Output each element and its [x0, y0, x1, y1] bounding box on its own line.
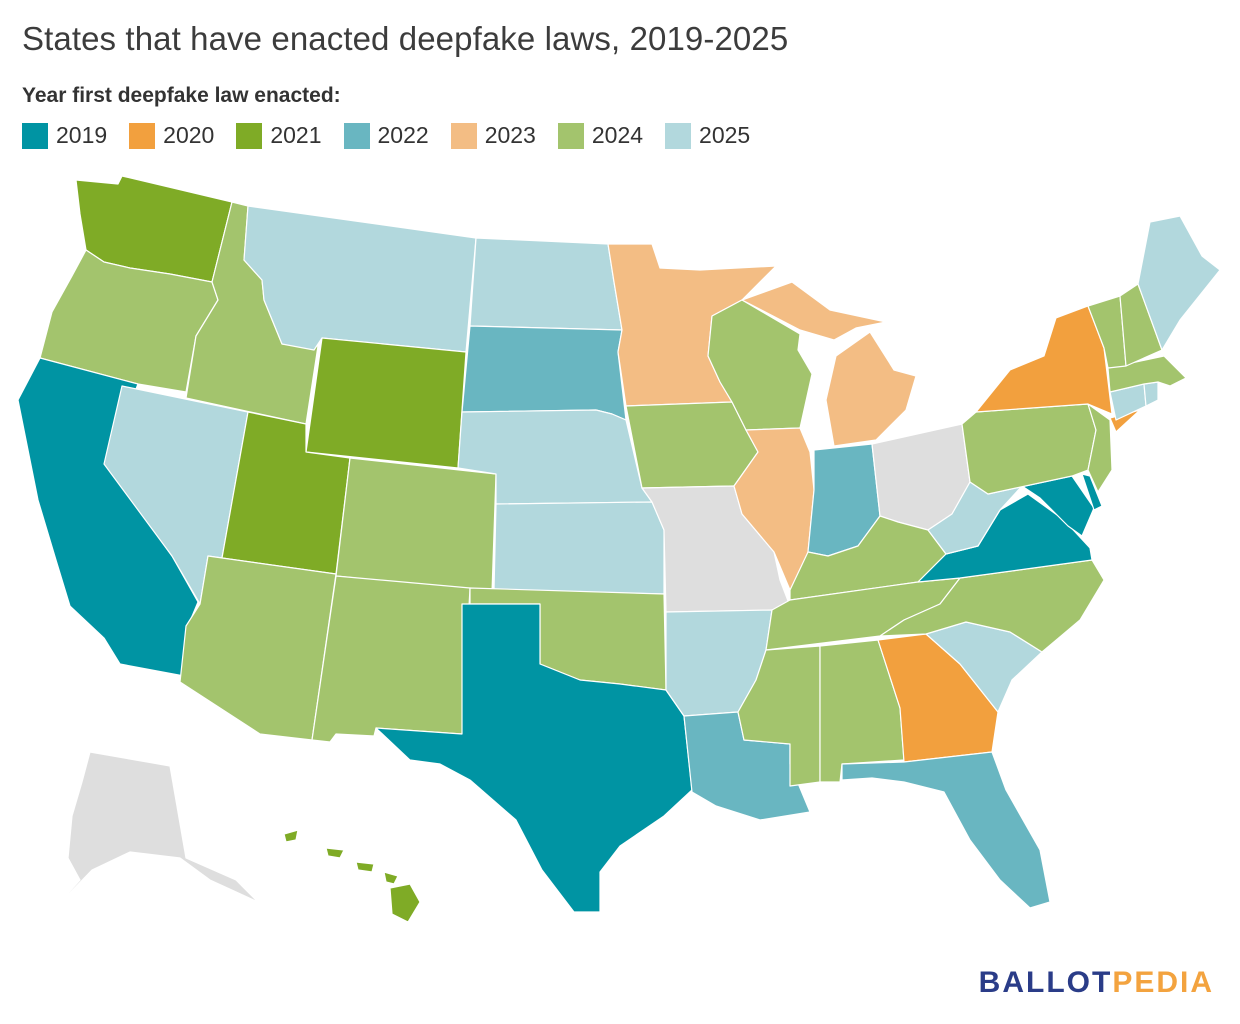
state-pa[interactable] — [961, 403, 1097, 495]
legend-item-2020: 2020 — [129, 122, 214, 149]
legend-label-2019: 2019 — [56, 122, 108, 148]
state-nj[interactable] — [1087, 403, 1113, 493]
ballotpedia-logo: BALLOTPEDIA — [979, 966, 1214, 1000]
logo-part-pedia: PEDIA — [1112, 966, 1214, 999]
state-nm[interactable] — [311, 575, 471, 743]
state-wy[interactable] — [305, 337, 467, 469]
legend-swatch-2024 — [557, 122, 584, 149]
state-vt[interactable] — [1087, 295, 1127, 369]
state-mt[interactable] — [243, 205, 477, 353]
state-me[interactable] — [1137, 215, 1221, 351]
state-md[interactable] — [987, 475, 1095, 537]
legend-swatch-2021 — [236, 122, 263, 149]
state-ak[interactable] — [39, 751, 259, 925]
state-ks[interactable] — [493, 501, 665, 595]
state-az[interactable] — [179, 555, 337, 741]
legend-item-2025: 2025 — [665, 122, 750, 149]
legend-title: Year first deepfake law enacted: — [22, 84, 341, 107]
legend-swatch-2020 — [129, 122, 156, 149]
legend-label-2024: 2024 — [591, 122, 644, 148]
legend-swatch-2025 — [665, 122, 692, 149]
state-sd[interactable] — [461, 325, 627, 421]
state-mi[interactable] — [741, 281, 917, 447]
legend-item-2023: 2023 — [450, 122, 536, 149]
legend-label-2023: 2023 — [484, 122, 536, 148]
state-nc[interactable] — [879, 559, 1105, 653]
state-hi[interactable] — [283, 829, 421, 923]
logo-part-ballot: BALLOT — [978, 966, 1113, 999]
state-de[interactable] — [1081, 473, 1103, 511]
map-title: States that have enacted deepfake laws, … — [22, 20, 789, 57]
legend-item-2024: 2024 — [557, 122, 644, 149]
state-nd[interactable] — [469, 237, 623, 331]
state-tx[interactable] — [375, 603, 693, 913]
state-fl[interactable] — [841, 751, 1051, 909]
legend-label-2021: 2021 — [270, 122, 322, 148]
legend-swatch-2022 — [343, 122, 370, 149]
legend-label-2025: 2025 — [699, 122, 751, 148]
state-co[interactable] — [335, 457, 497, 593]
state-ri[interactable] — [1143, 381, 1159, 407]
legend-item-2022: 2022 — [343, 122, 429, 149]
legend-swatch-2023 — [450, 122, 477, 149]
legend-item-2019: 2019 — [22, 122, 107, 149]
legend-label-2020: 2020 — [163, 122, 215, 148]
legend-label-2022: 2022 — [377, 122, 429, 148]
legend-item-2021: 2021 — [236, 122, 322, 149]
legend: 2019 2020 2021 2022 2023 2024 2025 — [22, 122, 772, 149]
legend-swatch-2019 — [22, 122, 48, 149]
